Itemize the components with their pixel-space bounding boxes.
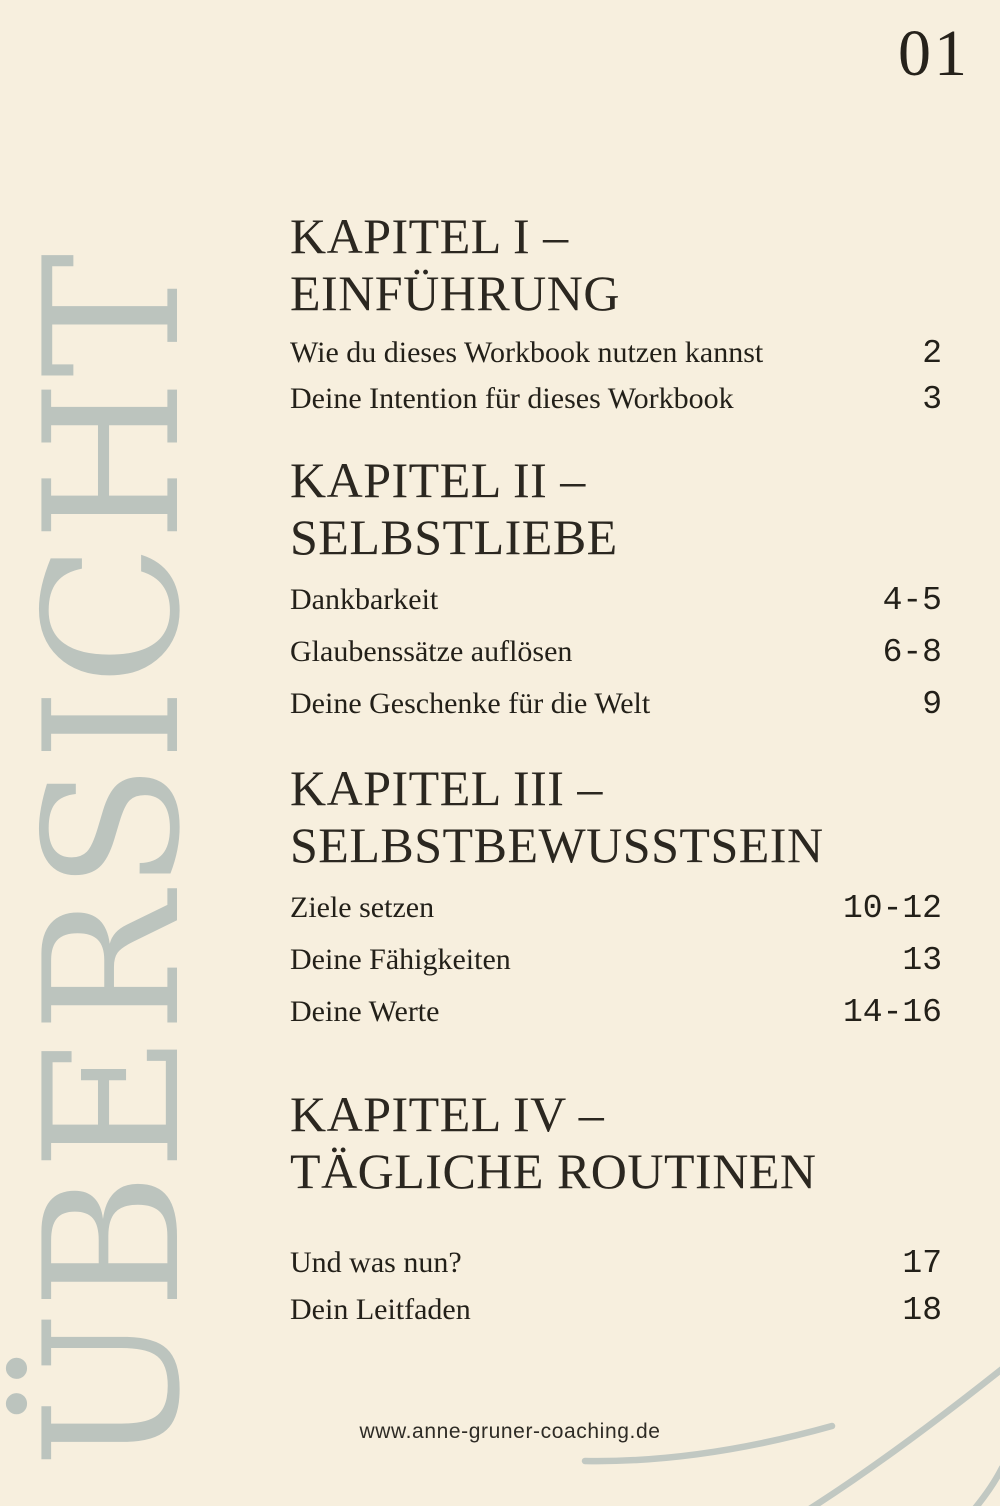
- toc-item-page: 9: [922, 686, 942, 723]
- chapter-3-heading: KAPITEL III – SELBSTBEWUSSTSEIN: [290, 760, 942, 874]
- toc-item-label: Und was nun?: [290, 1246, 462, 1279]
- chapter-2-title-line1: KAPITEL II –: [290, 452, 586, 508]
- toc-item: Dein Leitfaden 18: [290, 1287, 942, 1334]
- chapter-1-section: KAPITEL I – EINFÜHRUNG Wie du dieses Wor…: [290, 208, 942, 422]
- toc-item-label: Glaubenssätze auflösen: [290, 635, 573, 668]
- chapter-2-section: KAPITEL II – SELBSTLIEBE Dankbarkeit 4-5…: [290, 452, 942, 730]
- toc-item: Deine Werte 14-16: [290, 986, 942, 1038]
- chapter-3-section: KAPITEL III – SELBSTBEWUSSTSEIN Ziele se…: [290, 760, 942, 1038]
- chapter-3-title-line2: SELBSTBEWUSSTSEIN: [290, 817, 824, 873]
- chapter-4-section: KAPITEL IV – TÄGLICHE ROUTINEN Und was n…: [290, 1086, 942, 1334]
- toc-item: Ziele setzen 10-12: [290, 882, 942, 934]
- toc-item-page: 10-12: [842, 890, 942, 927]
- chapter-3-title-line1: KAPITEL III –: [290, 760, 603, 816]
- toc-item: Deine Fähigkeiten 13: [290, 934, 942, 986]
- chapter-1-items: Wie du dieses Workbook nutzen kannst 2 D…: [290, 330, 942, 422]
- chapter-1-heading: KAPITEL I – EINFÜHRUNG: [290, 208, 942, 322]
- toc-item: Wie du dieses Workbook nutzen kannst 2: [290, 330, 942, 376]
- toc-item-label: Deine Intention für dieses Workbook: [290, 382, 734, 415]
- website-url: www.anne-gruner-coaching.de: [359, 1420, 661, 1443]
- toc-item-label: Dein Leitfaden: [290, 1293, 471, 1326]
- toc-item-page: 2: [922, 335, 942, 372]
- toc-item: Dankbarkeit 4-5: [290, 574, 942, 626]
- toc-item-page: 14-16: [842, 994, 942, 1031]
- toc-item: Glaubenssätze auflösen 6-8: [290, 626, 942, 678]
- chapter-3-items: Ziele setzen 10-12 Deine Fähigkeiten 13 …: [290, 882, 942, 1038]
- decorative-arc-corner: [972, 1465, 1000, 1506]
- chapter-2-heading: KAPITEL II – SELBSTLIEBE: [290, 452, 942, 566]
- chapter-4-title-line2: TÄGLICHE ROUTINEN: [290, 1143, 817, 1199]
- toc-item: Deine Geschenke für die Welt 9: [290, 678, 942, 730]
- toc-item-page: 18: [902, 1292, 942, 1329]
- page-number: 01: [898, 17, 970, 90]
- chapter-4-title-line1: KAPITEL IV –: [290, 1086, 605, 1142]
- toc-item: Deine Intention für dieses Workbook 3: [290, 376, 942, 422]
- side-label-uebersicht: ÜBERSICHT: [4, 251, 221, 1468]
- toc-item-page: 4-5: [882, 582, 942, 619]
- chapter-2-title-line2: SELBSTLIEBE: [290, 509, 618, 565]
- toc-item-label: Ziele setzen: [290, 891, 435, 924]
- toc-item-label: Wie du dieses Workbook nutzen kannst: [290, 336, 764, 369]
- table-of-contents: KAPITEL I – EINFÜHRUNG Wie du dieses Wor…: [290, 0, 942, 1334]
- chapter-2-items: Dankbarkeit 4-5 Glaubenssätze auflösen 6…: [290, 574, 942, 730]
- toc-item-label: Deine Geschenke für die Welt: [290, 687, 651, 720]
- toc-item-label: Deine Werte: [290, 995, 440, 1028]
- chapter-4-heading: KAPITEL IV – TÄGLICHE ROUTINEN: [290, 1086, 942, 1200]
- chapter-1-title-line1: KAPITEL I –: [290, 208, 569, 264]
- toc-item-page: 3: [922, 381, 942, 418]
- toc-item-label: Deine Fähigkeiten: [290, 943, 511, 976]
- toc-item-page: 17: [902, 1245, 942, 1282]
- chapter-1-title-line2: EINFÜHRUNG: [290, 265, 620, 321]
- toc-item-page: 6-8: [882, 634, 942, 671]
- toc-item: Und was nun? 17: [290, 1240, 942, 1287]
- toc-item-page: 13: [902, 942, 942, 979]
- chapter-4-items: Und was nun? 17 Dein Leitfaden 18: [290, 1240, 942, 1334]
- toc-item-label: Dankbarkeit: [290, 583, 439, 616]
